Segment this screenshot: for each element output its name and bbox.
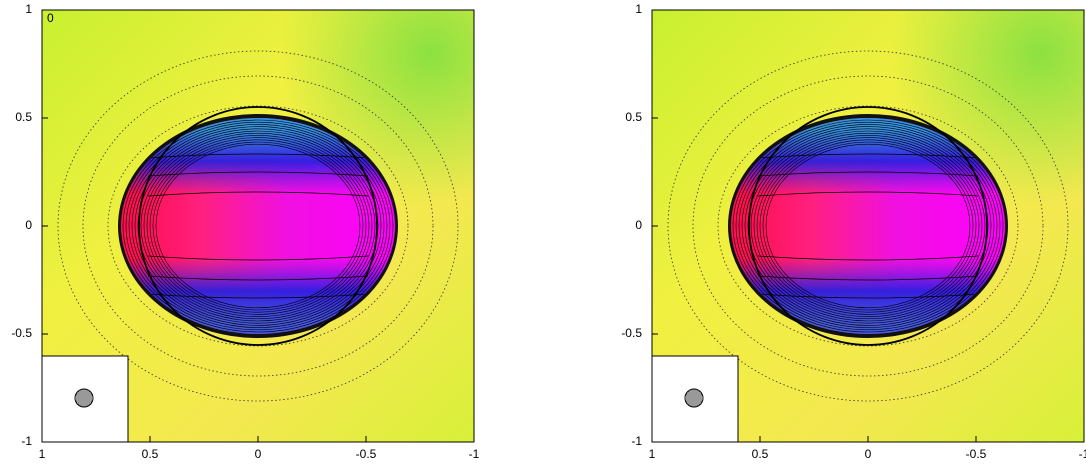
contour [155,143,361,309]
contour [753,135,983,317]
dotted-contour [692,75,1044,377]
y-tick-label: 1 [25,2,32,16]
contour [765,143,971,309]
x-tick-label: -0.5 [966,447,987,461]
contour [756,137,980,315]
contour [147,275,369,281]
annotation: 0 [47,11,54,25]
contour [738,124,998,328]
contour [757,255,979,261]
x-tick-label: -1 [469,447,480,461]
contour [131,126,385,326]
contour [735,121,1001,331]
contour [762,141,974,311]
contour [757,191,979,197]
dotted-contour [57,50,459,402]
contour [147,255,369,261]
contour [147,293,369,299]
x-tick-label: 1 [39,447,46,461]
contour [732,119,1004,333]
contour [759,139,977,313]
contour [147,191,369,197]
contour [143,135,373,317]
x-tick-label: 0 [255,447,262,461]
contour [147,153,369,159]
x-tick-label: 0 [865,447,872,461]
contour [744,128,992,324]
contour [149,139,367,313]
limb-circle [138,106,378,346]
y-tick-label: -0.5 [621,326,642,340]
contour [134,128,382,324]
limb-circle [748,106,988,346]
contour [757,171,979,177]
disk-bands [121,118,395,334]
x-tick-label: -0.5 [356,447,377,461]
contour [125,121,391,331]
y-tick-label: 0.5 [625,110,642,124]
y-tick-label: 0 [25,218,32,232]
contour [140,132,376,320]
contour [146,137,370,315]
contour [750,132,986,320]
contour [137,130,379,322]
dotted-contour [107,105,409,347]
y-tick-label: -0.5 [11,326,32,340]
y-tick-label: -1 [631,434,642,448]
x-tick-label: 0.5 [752,447,769,461]
contour [757,275,979,281]
contour [757,293,979,299]
disk-bands [731,118,1005,334]
x-tick-label: -1 [1079,447,1086,461]
contour [747,130,989,322]
beam [74,388,94,408]
y-tick-label: 1 [635,2,642,16]
contour [152,141,364,311]
panel: 1 0.5 0 -0.5 -1 -1 -0.5 0 0.5 1 [621,2,1086,461]
y-tick-label: -1 [21,434,32,448]
dotted-contour [82,75,434,377]
contour [147,171,369,177]
contour [122,119,394,333]
dotted-contour [717,105,1019,347]
y-tick-label: 0 [635,218,642,232]
x-tick-label: 1 [649,447,656,461]
contour [757,153,979,159]
panel: 1 0.5 0 -0.5 -1 -1 -0.5 0 0.5 1 0 [11,2,479,461]
y-tick-label: 0.5 [15,110,32,124]
beam [684,388,704,408]
contour [741,126,995,326]
dotted-contour [667,50,1069,402]
contour [128,124,388,328]
x-tick-label: 0.5 [142,447,159,461]
